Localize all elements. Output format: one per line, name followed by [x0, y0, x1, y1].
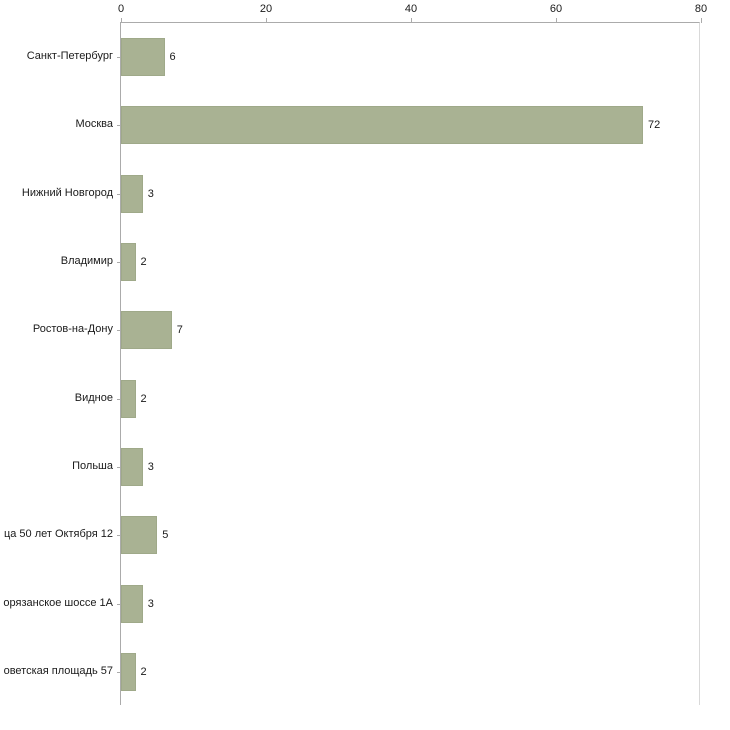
- category-label-row: Видное: [0, 364, 120, 432]
- value-label: 7: [176, 324, 183, 337]
- bar: [121, 243, 136, 282]
- bar: [121, 38, 165, 77]
- x-axis-tick: [121, 18, 122, 23]
- value-label: 2: [140, 665, 147, 678]
- category-label-row: Владимир: [0, 227, 120, 295]
- value-label: 3: [147, 460, 154, 473]
- bar: [121, 379, 136, 418]
- category-label: Москва: [75, 118, 113, 131]
- bar: [121, 174, 143, 213]
- category-label-row: оветская площадь 57: [0, 637, 120, 705]
- category-label: Ростов-на-Дону: [32, 323, 113, 336]
- value-label: 2: [140, 392, 147, 405]
- category-label-row: ца 50 лет Октября 12: [0, 500, 120, 568]
- y-axis-tick: [117, 603, 121, 605]
- bar-row: 3: [117, 433, 699, 501]
- x-axis-tick: [701, 18, 702, 23]
- category-label: оветская площадь 57: [3, 664, 113, 677]
- category-label-row: Ростов-на-Дону: [0, 295, 120, 363]
- x-axis-tick-label: 20: [259, 3, 273, 15]
- category-label: орязанское шоссе 1А: [3, 596, 113, 609]
- bar: [121, 652, 136, 691]
- value-label: 3: [147, 187, 154, 200]
- value-label: 72: [648, 119, 661, 132]
- x-axis-tick-label: 0: [117, 3, 125, 15]
- x-axis-tick-label: 60: [549, 3, 563, 15]
- category-label-row: орязанское шоссе 1А: [0, 568, 120, 636]
- y-axis-tick: [117, 535, 121, 537]
- category-label-row: Нижний Новгород: [0, 159, 120, 227]
- x-axis-tick: [556, 18, 557, 23]
- y-axis-labels: Санкт-Петербург Москва Нижний Новгород Влад…: [0, 22, 120, 705]
- bar-row: 3: [117, 160, 699, 228]
- value-label: 5: [162, 529, 169, 542]
- y-axis-tick: [117, 193, 121, 195]
- bar-row: 72: [117, 91, 699, 159]
- category-label: ца 50 лет Октября 12: [3, 528, 113, 541]
- bar: [121, 311, 172, 350]
- value-label: 2: [140, 256, 147, 269]
- bar-row: 7: [117, 296, 699, 364]
- value-label: 6: [169, 51, 176, 64]
- bar: [121, 106, 643, 145]
- bar-row: 6: [117, 23, 699, 91]
- category-label-row: Польша: [0, 432, 120, 500]
- bar-row: 3: [117, 569, 699, 637]
- x-axis-tick-label: 80: [694, 3, 708, 15]
- y-axis-tick: [117, 125, 121, 127]
- category-label-row: Москва: [0, 90, 120, 158]
- x-axis-tick-label: 40: [404, 3, 418, 15]
- bar: [121, 447, 143, 486]
- x-axis-tick: [411, 18, 412, 23]
- category-label: Владимир: [60, 255, 113, 268]
- bar-row: 2: [117, 228, 699, 296]
- bar-row: 5: [117, 501, 699, 569]
- x-axis-tick: [266, 18, 267, 23]
- bar-row: 2: [117, 365, 699, 433]
- y-axis-tick: [117, 671, 121, 673]
- y-axis-tick: [117, 57, 121, 59]
- y-axis-tick: [117, 330, 121, 332]
- y-axis-tick: [117, 262, 121, 264]
- value-label: 3: [147, 597, 154, 610]
- bar: [121, 584, 143, 623]
- plot-area: 0 20 40 60 80 6 72 3 2 7 2 3 5 3 2: [117, 3, 707, 706]
- bar: [121, 516, 158, 555]
- category-label: Польша: [72, 459, 113, 472]
- y-axis-tick: [117, 398, 121, 400]
- category-label: Видное: [74, 391, 113, 404]
- category-label: Санкт-Петербург: [26, 50, 113, 63]
- category-label: Нижний Новгород: [21, 186, 113, 199]
- bar-row: 2: [117, 638, 699, 706]
- y-axis-tick: [117, 466, 121, 468]
- category-label-row: Санкт-Петербург: [0, 22, 120, 90]
